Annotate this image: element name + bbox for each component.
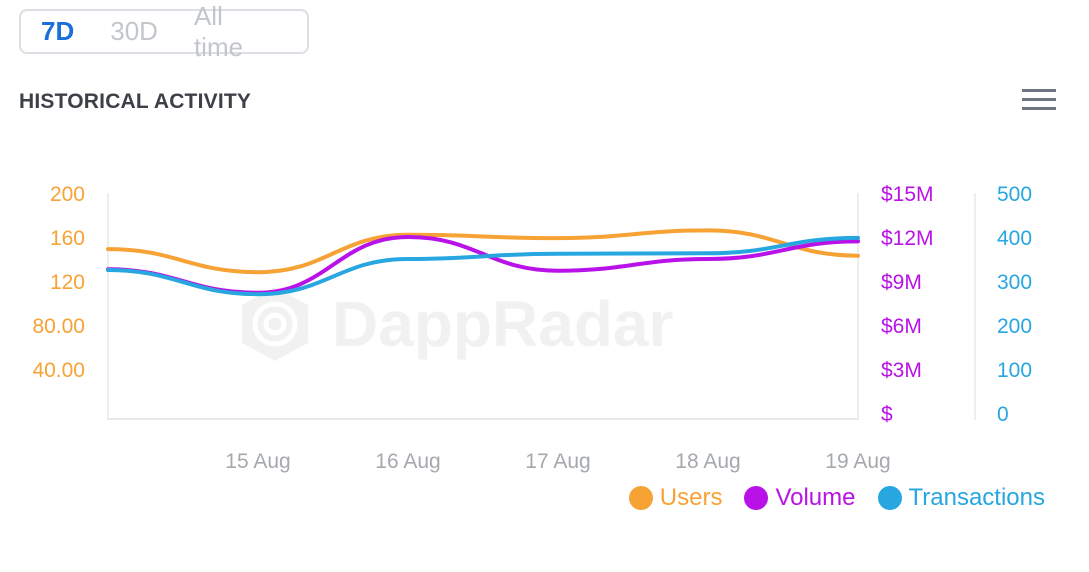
y-tick-label-users: 40.00 bbox=[32, 359, 85, 382]
menu-icon-bar bbox=[1022, 89, 1056, 92]
legend-label-users: Users bbox=[659, 484, 723, 511]
x-tick-label: 15 Aug bbox=[225, 450, 290, 473]
y-tick-label-volume: $6M bbox=[881, 315, 922, 338]
y-tick-label-transactions: 100 bbox=[997, 359, 1032, 382]
menu-icon-bar bbox=[1022, 107, 1056, 110]
menu-icon-bar bbox=[1022, 98, 1056, 101]
y-tick-label-volume: $15M bbox=[881, 183, 934, 206]
y-tick-label-transactions: 400 bbox=[997, 227, 1032, 250]
legend-item-volume[interactable]: Volume bbox=[744, 484, 856, 512]
x-tick-label: 18 Aug bbox=[675, 450, 740, 473]
y-tick-label-transactions: 0 bbox=[997, 403, 1009, 426]
x-tick-label: 19 Aug bbox=[825, 450, 890, 473]
legend-label-volume: Volume bbox=[775, 484, 856, 511]
legend-dot-volume bbox=[744, 486, 769, 510]
dappradar-logo-icon bbox=[242, 287, 308, 361]
x-tick-label: 16 Aug bbox=[375, 450, 440, 473]
tab-30d[interactable]: 30D bbox=[110, 16, 158, 46]
tab-all-time[interactable]: All time bbox=[193, 0, 244, 62]
y-tick-label-users: 200 bbox=[50, 183, 85, 206]
x-tick-label: 17 Aug bbox=[525, 450, 590, 473]
chart-title: HISTORICAL ACTIVITY bbox=[19, 90, 252, 113]
legend-dot-users bbox=[628, 486, 653, 510]
watermark-text: DappRadar bbox=[332, 288, 674, 360]
series-line-transactions bbox=[106, 235, 860, 297]
legend-item-users[interactable]: Users bbox=[628, 484, 723, 512]
legend-dot-transactions bbox=[877, 486, 902, 510]
legend: Users Volume Transactions bbox=[628, 484, 1046, 512]
y-tick-label-volume: $3M bbox=[881, 359, 922, 382]
y-tick-label-transactions: 200 bbox=[997, 315, 1032, 338]
legend-item-transactions[interactable]: Transactions bbox=[877, 484, 1046, 512]
y-tick-label-users: 120 bbox=[50, 271, 85, 294]
watermark: DappRadar bbox=[236, 285, 673, 363]
y-tick-label-users: 160 bbox=[50, 227, 85, 250]
y-tick-label-transactions: 500 bbox=[997, 183, 1032, 206]
y-tick-label-users: 80.00 bbox=[32, 315, 85, 338]
range-tabs: 7D 30D All time bbox=[19, 1, 309, 62]
tab-7d[interactable]: 7D bbox=[41, 16, 75, 46]
y-tick-label-transactions: 300 bbox=[997, 271, 1032, 294]
series-line-users bbox=[106, 228, 860, 275]
y-tick-label-volume: $9M bbox=[881, 271, 922, 294]
y-tick-label-volume: $12M bbox=[881, 227, 934, 250]
menu-icon[interactable] bbox=[1022, 89, 1056, 115]
y-tick-label-volume: $ bbox=[881, 403, 893, 426]
legend-label-transactions: Transactions bbox=[908, 484, 1046, 511]
series-line-volume bbox=[106, 234, 860, 295]
